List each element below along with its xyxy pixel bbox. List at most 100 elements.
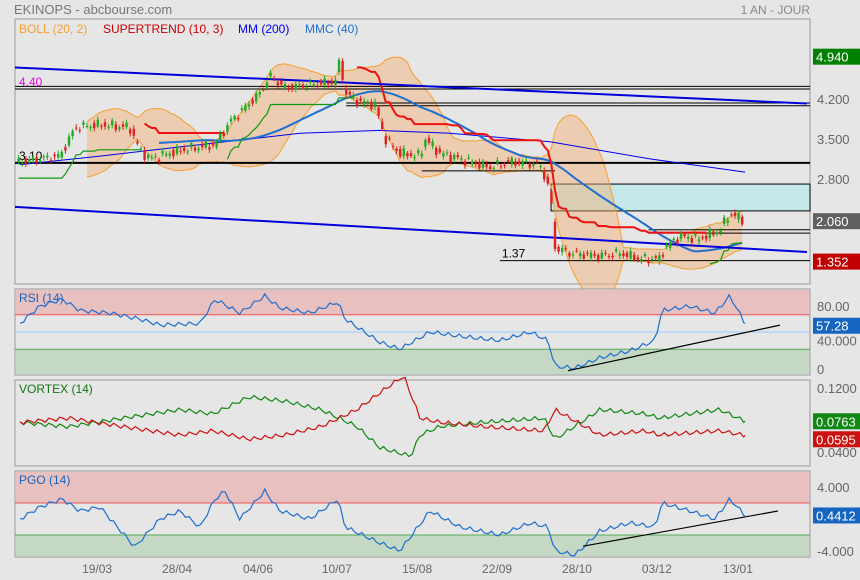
candle-body xyxy=(129,129,132,134)
candle xyxy=(517,157,521,167)
candle-body xyxy=(258,91,261,95)
candle xyxy=(193,145,197,153)
candle-body xyxy=(435,147,438,155)
legend-mm200[interactable]: MM (200) xyxy=(238,22,289,36)
candle xyxy=(183,144,186,154)
candle xyxy=(21,159,24,167)
candle xyxy=(697,235,701,245)
candle-body xyxy=(633,254,636,260)
candle xyxy=(395,146,398,155)
candle-body xyxy=(237,118,240,120)
candle-body xyxy=(705,235,708,240)
candle-body xyxy=(381,121,384,130)
candle xyxy=(49,157,53,165)
candle xyxy=(327,79,330,88)
legend-supertrend[interactable]: SUPERTREND (10, 3) xyxy=(103,22,223,36)
candle-body xyxy=(481,160,485,168)
candle-body xyxy=(496,160,499,164)
candle-body xyxy=(35,157,38,163)
candle xyxy=(535,157,539,164)
candle-body xyxy=(647,260,650,264)
candle-body xyxy=(687,236,690,239)
candle-body xyxy=(723,217,726,224)
candle xyxy=(316,82,319,90)
candle xyxy=(701,234,704,241)
candle-body xyxy=(622,253,625,257)
candle xyxy=(460,155,463,163)
candle-body xyxy=(233,116,236,120)
candle xyxy=(521,158,524,170)
candle xyxy=(67,133,71,148)
trendline xyxy=(14,205,808,254)
candle xyxy=(553,218,557,252)
candle xyxy=(399,145,402,159)
candle-body xyxy=(399,148,402,157)
candle xyxy=(539,164,542,170)
candle-body xyxy=(204,141,207,148)
candle-body xyxy=(355,100,359,106)
candle xyxy=(615,246,618,254)
price-tag-text: 1.352 xyxy=(816,255,849,270)
candle xyxy=(111,117,114,129)
candle-body xyxy=(193,147,197,151)
candle xyxy=(561,245,564,256)
x-tick-label: 19/03 xyxy=(82,562,112,576)
candle xyxy=(647,257,650,267)
candle xyxy=(456,151,459,160)
candle-body xyxy=(586,252,589,254)
candle-body xyxy=(373,101,377,108)
candle-body xyxy=(424,139,427,147)
candle xyxy=(165,151,168,158)
legend-mmc40[interactable]: MMC (40) xyxy=(305,22,358,36)
candle xyxy=(78,127,81,134)
candle-body xyxy=(579,253,582,257)
candle xyxy=(265,79,269,91)
mmc40-line xyxy=(158,90,743,253)
candle-body xyxy=(197,148,200,151)
candle xyxy=(453,152,456,163)
period-label[interactable]: 1 AN - JOUR xyxy=(741,3,811,17)
legend-boll[interactable]: BOLL (20, 2) xyxy=(19,22,87,36)
vortex-panel: 0.1200 0.0400 VORTEX (14) 0.0763 0.0595 xyxy=(14,376,860,467)
candle xyxy=(741,214,744,227)
candle-body xyxy=(391,146,395,148)
candle xyxy=(726,217,729,227)
candle-body xyxy=(636,257,639,260)
candle xyxy=(139,145,143,152)
candle-body xyxy=(103,122,107,127)
candle-body xyxy=(64,147,67,151)
candle xyxy=(363,97,366,108)
y-tick-label: 0.0400 xyxy=(817,445,857,460)
value-tag-text: 57.28 xyxy=(816,319,849,334)
candle-body xyxy=(463,161,467,166)
value-tag: 57.28 xyxy=(813,317,860,334)
mm200-line xyxy=(19,129,746,173)
candle-body xyxy=(330,80,333,85)
indicator-line-VI+ xyxy=(19,394,746,458)
candle-body xyxy=(226,125,229,132)
candle-body xyxy=(726,220,729,223)
indicator-line-VI- xyxy=(19,376,746,442)
candle-body xyxy=(377,107,380,116)
candle-body xyxy=(114,124,117,130)
candle xyxy=(373,98,377,111)
candle-body xyxy=(467,157,470,159)
candle-body xyxy=(643,254,647,257)
candle xyxy=(514,158,517,169)
candle-body xyxy=(640,259,643,261)
candle xyxy=(715,229,719,237)
candle-body xyxy=(514,161,517,166)
candle-body xyxy=(118,127,121,130)
candle-body xyxy=(485,164,488,168)
candle-body xyxy=(528,163,531,168)
candle-body xyxy=(571,254,575,256)
candle-body xyxy=(337,59,341,72)
value-tag-bg xyxy=(813,431,860,448)
value-tag-text: 0.4412 xyxy=(816,508,856,523)
candle xyxy=(161,147,164,157)
candle-body xyxy=(492,168,495,170)
y-tick-label: 0.1200 xyxy=(817,381,857,396)
candle xyxy=(723,214,726,227)
candle-body xyxy=(172,149,175,157)
price-tag-text: 4.940 xyxy=(816,50,849,65)
